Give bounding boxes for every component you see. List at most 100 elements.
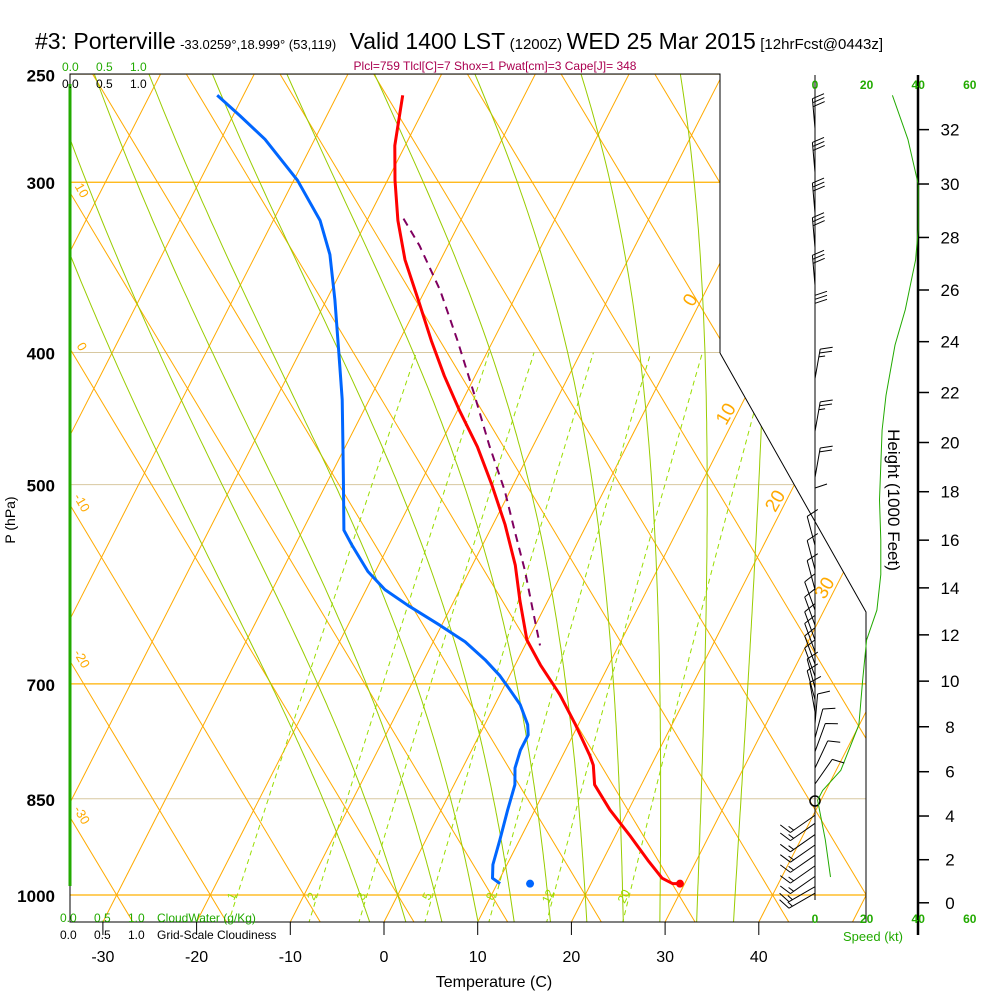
cloud-scale-tick: 0.5 bbox=[94, 911, 111, 925]
temperature-tick-label: 30 bbox=[656, 949, 674, 966]
moist-adiabat-line bbox=[275, 74, 552, 922]
cloudwater-label: CloudWater (g/Kg) bbox=[157, 911, 256, 925]
dry-adiabat-line bbox=[70, 74, 321, 922]
cloud-scale-tick: 1.0 bbox=[128, 928, 145, 942]
cloud-scale-tick: 0.0 bbox=[60, 928, 77, 942]
speed-tick-label: 60 bbox=[963, 912, 977, 926]
isotherm-line bbox=[70, 74, 361, 922]
wind-barb bbox=[809, 675, 822, 713]
temperature-tick-label: -10 bbox=[279, 949, 302, 966]
cloud-scale-tick: 1.0 bbox=[128, 911, 145, 925]
pressure-tick-label: 1000 bbox=[17, 887, 55, 906]
moist-adiabat-line bbox=[201, 74, 516, 922]
dry-adiabat-line bbox=[70, 74, 134, 922]
wind-barb bbox=[814, 399, 833, 432]
wind-barb bbox=[806, 663, 819, 700]
height-tick-label: 22 bbox=[941, 383, 960, 402]
wind-barb bbox=[780, 834, 816, 853]
moist-adiabat-line bbox=[70, 74, 409, 922]
wind-barb bbox=[804, 615, 816, 652]
dry-adiabat-line bbox=[458, 74, 866, 922]
isotherm-label: 10 bbox=[712, 400, 741, 429]
height-tick-label: 18 bbox=[941, 483, 960, 502]
isotherm-line bbox=[192, 74, 642, 922]
wind-barb bbox=[780, 865, 816, 884]
dry-adiabat-line bbox=[70, 74, 415, 922]
wind-barb bbox=[814, 740, 841, 769]
background-grid bbox=[70, 74, 866, 922]
height-tick-label: 30 bbox=[941, 175, 960, 194]
valid-time: Valid 1400 LST bbox=[349, 28, 506, 54]
chart-header: #3: Porterville -33.0259°,18.999° (53,11… bbox=[35, 28, 883, 55]
speed-tick-label: 60 bbox=[963, 78, 977, 92]
axis-labels: P (hPa) Temperature (C) Height (1000 Fee… bbox=[2, 60, 903, 991]
mixing-ratio-line bbox=[227, 352, 417, 922]
temperature-tick-label: 20 bbox=[563, 949, 581, 966]
cloud-scale-tick: 0.0 bbox=[62, 77, 79, 91]
pressure-tick-label: 500 bbox=[27, 477, 55, 496]
x-axis-label: Temperature (C) bbox=[436, 974, 552, 991]
isotherm-line bbox=[848, 74, 866, 922]
parcel-curve bbox=[402, 218, 541, 646]
isotherm-label: 0 bbox=[679, 290, 702, 310]
height-tick-label: 26 bbox=[941, 281, 960, 300]
height-tick-label: 8 bbox=[945, 718, 954, 737]
wind-barb bbox=[780, 844, 816, 863]
wind-barb bbox=[814, 346, 833, 379]
height-tick-label: 10 bbox=[941, 672, 960, 691]
mixing-ratio-label: 3 bbox=[354, 890, 370, 902]
speed-tick-label: 40 bbox=[912, 78, 926, 92]
height-tick-label: 14 bbox=[941, 579, 960, 598]
mixing-ratio-line bbox=[308, 352, 490, 922]
speed-tick-label: 20 bbox=[860, 912, 874, 926]
cloudiness-scale-bottom: 0.0 0.5 1.0 Grid-Scale Cloudiness bbox=[60, 928, 276, 942]
surface-dewpoint-marker bbox=[526, 879, 535, 888]
height-axis-label: Height (1000 Feet) bbox=[884, 429, 903, 571]
pressure-tick-label: 700 bbox=[27, 676, 55, 695]
cloudwater-scale-top: 0.0 0.5 1.0 bbox=[62, 60, 147, 74]
mixing-ratio-line bbox=[423, 352, 594, 922]
wind-barb bbox=[806, 508, 819, 546]
isotherm-label: 20 bbox=[761, 487, 790, 516]
speed-tick-label: 20 bbox=[860, 78, 874, 92]
isotherm-line bbox=[70, 74, 455, 922]
isotherm-line bbox=[98, 74, 548, 922]
cloudiness-scale-top: 0.0 0.5 1.0 bbox=[62, 77, 147, 91]
cloudwater-scale-bottom: 0.0 0.5 1.0 CloudWater (g/Kg) bbox=[60, 911, 256, 925]
wind-barb bbox=[804, 639, 816, 677]
wind-barb bbox=[811, 212, 825, 248]
temperature-tick-label: -20 bbox=[185, 949, 208, 966]
height-tick-label: 24 bbox=[941, 333, 960, 352]
moist-adiabat-line bbox=[70, 74, 373, 922]
speed-tick-label: 0 bbox=[812, 78, 819, 92]
height-tick-label: 4 bbox=[945, 807, 954, 826]
forecast-info: [12hrFcst@0443z] bbox=[760, 36, 884, 53]
wind-barb bbox=[814, 707, 836, 739]
temperature-tick-label: 40 bbox=[750, 949, 768, 966]
mixing-ratio-line bbox=[545, 352, 703, 922]
wind-barb bbox=[814, 690, 831, 724]
wind-barb bbox=[811, 136, 825, 173]
speed-tick-label: 40 bbox=[912, 912, 926, 926]
cloud-scale-tick: 0.0 bbox=[62, 60, 79, 74]
dry-adiabat-line bbox=[177, 74, 696, 922]
dry-adiabat-label: 10 bbox=[72, 180, 92, 200]
y-axis-label: P (hPa) bbox=[2, 496, 18, 543]
dry-adiabat-label: 0 bbox=[74, 340, 91, 354]
dewpoint-curve bbox=[216, 94, 530, 885]
wind-barb bbox=[779, 892, 816, 909]
height-tick-label: 2 bbox=[945, 851, 954, 870]
mixing-ratio-label: 2 bbox=[304, 890, 320, 902]
dry-adiabat-line bbox=[364, 74, 866, 922]
wind-barb bbox=[804, 588, 816, 626]
dry-adiabat-line bbox=[70, 74, 509, 922]
pressure-tick-label: 300 bbox=[27, 174, 55, 193]
moist-adiabat-line bbox=[732, 74, 768, 922]
isotherm-line bbox=[660, 74, 866, 922]
moist-adiabat-line bbox=[139, 74, 481, 922]
pressure-tick-label: 250 bbox=[27, 66, 55, 85]
moist-adiabat-line bbox=[85, 74, 445, 922]
cloud-scale-tick: 1.0 bbox=[130, 60, 147, 74]
height-tick-label: 20 bbox=[941, 433, 960, 452]
wind-barb bbox=[779, 822, 816, 842]
